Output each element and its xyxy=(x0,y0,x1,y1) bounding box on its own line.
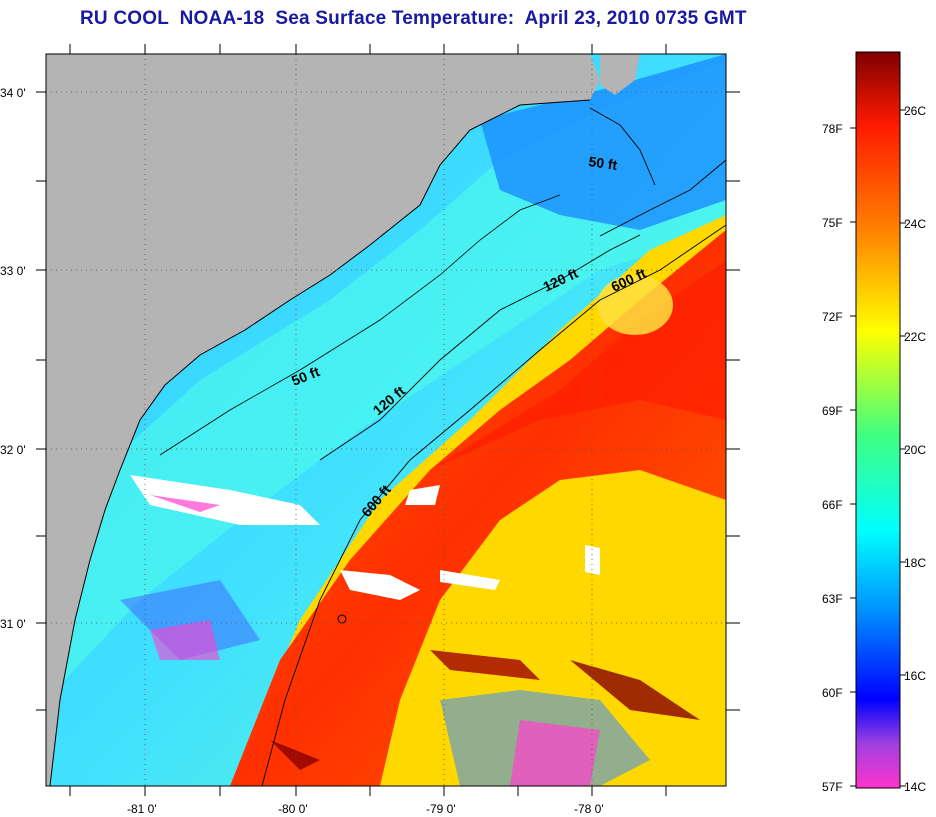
cbar-f-66: 66F xyxy=(822,498,843,512)
cbar-f-75: 75F xyxy=(822,216,843,230)
cbar-c-22: 22C xyxy=(904,330,926,344)
lon-label-79: -79 0' xyxy=(426,802,456,816)
cbar-c-18: 18C xyxy=(904,556,926,570)
lon-label-80: -80 0' xyxy=(278,802,308,816)
colorbar-gradient xyxy=(855,51,901,789)
contour-label-50ft-north: 50 ft xyxy=(588,153,619,173)
cbar-c-14: 14C xyxy=(904,780,926,794)
cbar-f-63: 63F xyxy=(822,592,843,606)
cbar-f-78: 78F xyxy=(822,122,843,136)
cbar-f-72: 72F xyxy=(822,310,843,324)
cbar-f-60: 60F xyxy=(822,686,843,700)
cbar-f-57: 57F xyxy=(822,780,843,794)
lat-label-32: 32 0' xyxy=(0,443,26,457)
cbar-c-26: 26C xyxy=(904,104,926,118)
cbar-c-20: 20C xyxy=(904,443,926,457)
lat-label-31: 31 0' xyxy=(0,617,26,631)
cbar-f-69: 69F xyxy=(822,404,843,418)
page-title: RU COOL NOAA-18 Sea Surface Temperature:… xyxy=(80,8,747,29)
lat-label-33: 33 0' xyxy=(0,264,26,278)
lon-label-78: -78 0' xyxy=(574,802,604,816)
cbar-c-16: 16C xyxy=(904,669,926,683)
sst-map: 34 0' 33 0' 32 0' 31 0' -81 0' -80 0' -7… xyxy=(0,44,740,816)
cbar-c-24: 24C xyxy=(904,217,926,231)
lat-label-34: 34 0' xyxy=(0,86,26,100)
temperature-colorbar: 78F 75F 72F 69F 66F 63F 60F 57F 26C 24C … xyxy=(822,51,926,794)
lon-label-81: -81 0' xyxy=(127,802,157,816)
